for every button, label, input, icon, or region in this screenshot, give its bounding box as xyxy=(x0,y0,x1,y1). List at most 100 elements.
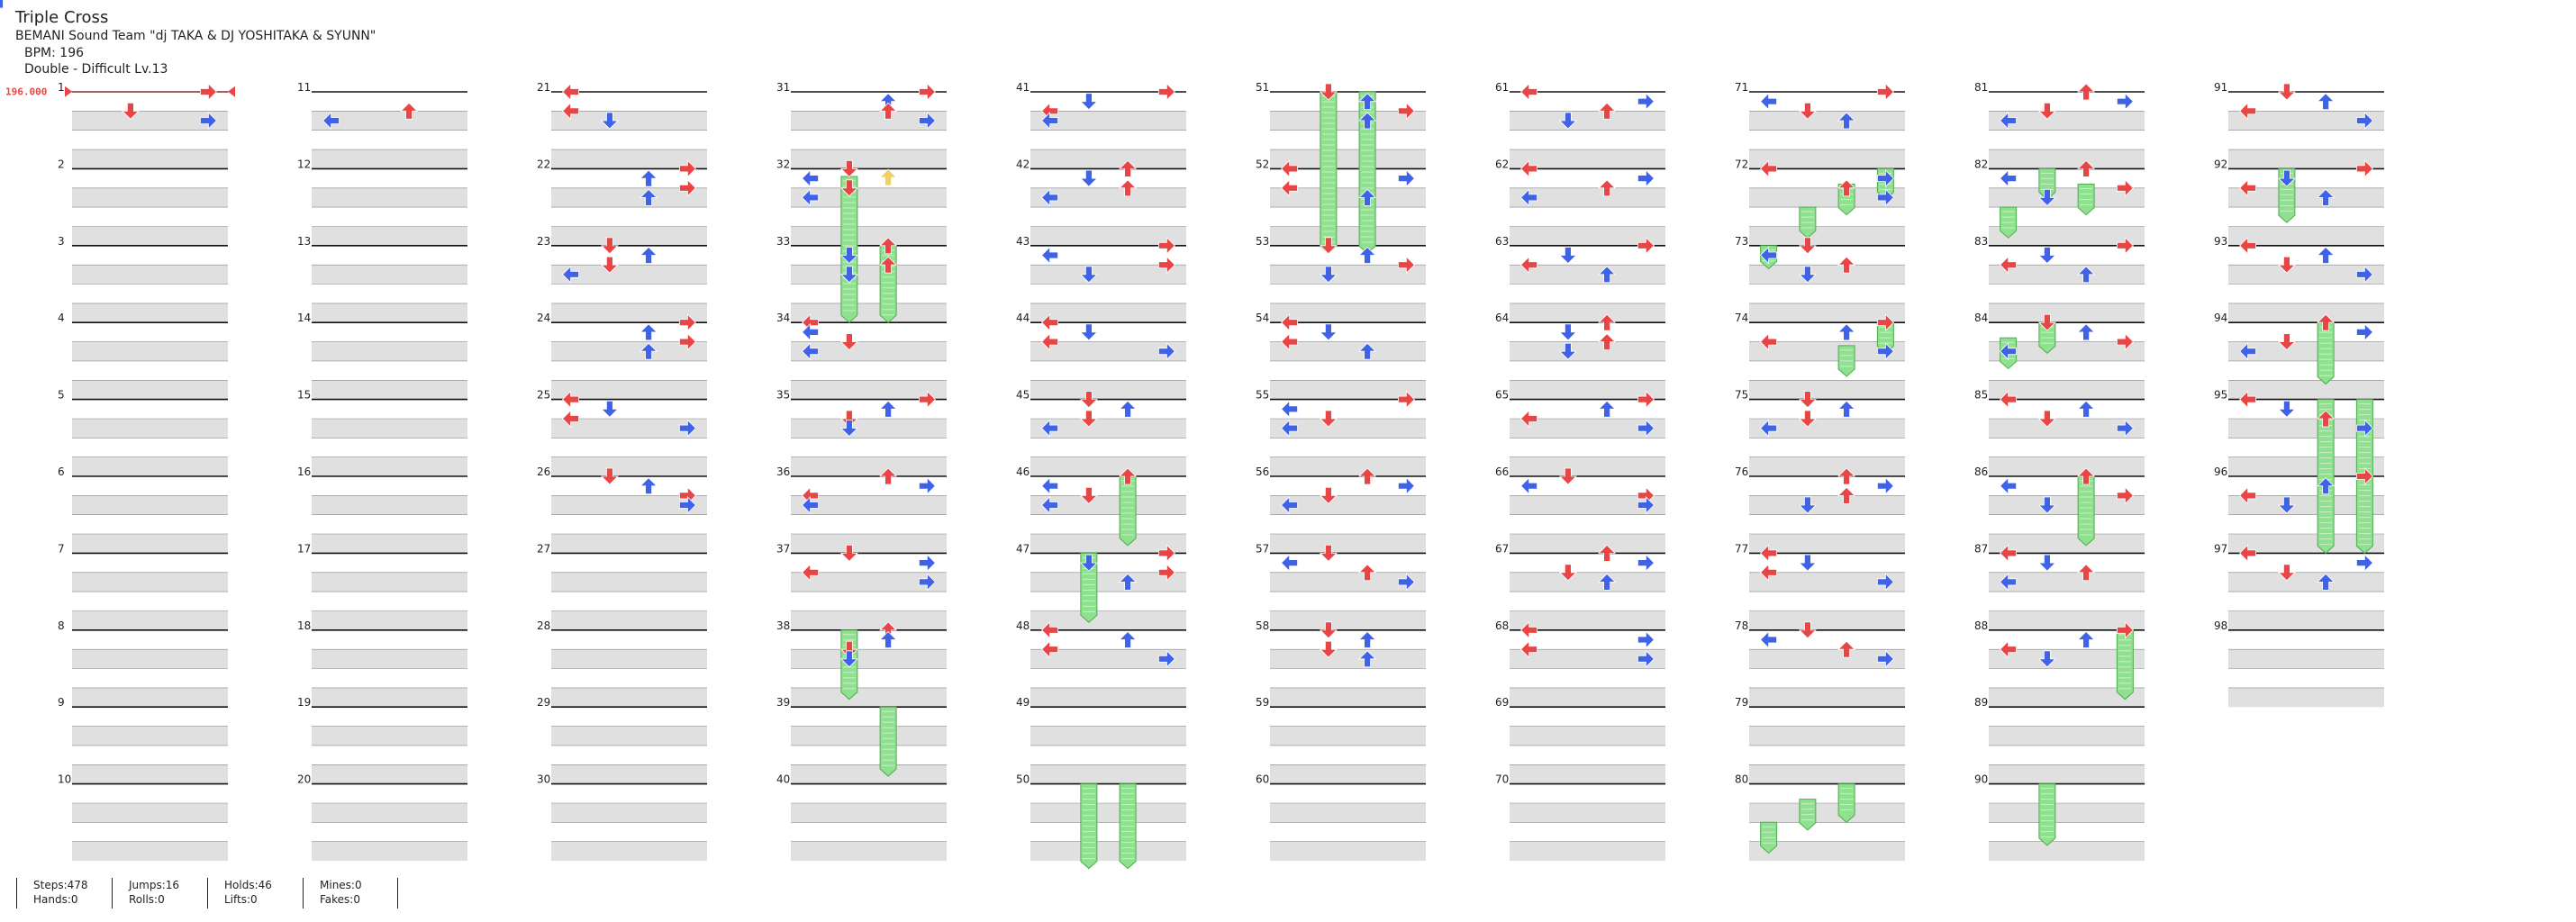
beat-band xyxy=(312,803,467,823)
step-arrow xyxy=(1358,112,1377,130)
measure-number: 74 xyxy=(1735,312,1748,324)
step-arrow xyxy=(2355,467,2373,485)
step-arrow xyxy=(1281,332,1298,351)
measure-number: 24 xyxy=(537,312,550,324)
beat-band xyxy=(1270,187,1426,208)
beat-band xyxy=(2228,111,2384,131)
step-arrow xyxy=(1041,112,1058,130)
step-arrow xyxy=(2077,266,2096,284)
hold-note xyxy=(879,706,897,777)
beat-band xyxy=(1270,649,1426,669)
step-arrow xyxy=(1158,256,1175,275)
step-arrow xyxy=(1358,342,1377,360)
beat-band xyxy=(1030,456,1186,477)
step-arrow xyxy=(2317,477,2336,495)
beat-band xyxy=(72,610,228,630)
beat-band xyxy=(1989,726,2145,746)
beat-band xyxy=(1270,841,1426,862)
beat-band xyxy=(2228,226,2384,246)
step-arrow xyxy=(1837,323,1856,341)
beat-band xyxy=(1749,687,1905,708)
step-arrow xyxy=(1358,630,1377,648)
measure-number: 10 xyxy=(58,773,71,786)
measure-number: 57 xyxy=(1256,542,1269,555)
step-arrow xyxy=(1079,554,1098,572)
step-arrow xyxy=(1558,467,1577,485)
beat-band xyxy=(791,572,947,592)
beat-band xyxy=(551,534,707,554)
step-arrow xyxy=(2317,246,2336,264)
step-arrow xyxy=(2000,342,2018,361)
step-arrow xyxy=(1358,246,1377,264)
hold-notes xyxy=(840,91,2373,870)
beat-band xyxy=(312,380,467,400)
measure-number: 5 xyxy=(58,389,65,402)
step-arrow xyxy=(1158,649,1175,668)
step-arrow xyxy=(1760,544,1777,563)
measure-number: 79 xyxy=(1735,696,1748,709)
beat-band xyxy=(1510,111,1665,131)
step-arrow xyxy=(1041,620,1058,639)
beat-band xyxy=(2228,495,2384,515)
measure-number: 85 xyxy=(1974,389,1988,402)
step-arrow xyxy=(1119,179,1138,197)
beat-band xyxy=(551,456,707,477)
beat-band xyxy=(1749,726,1905,746)
step-arrow xyxy=(1598,179,1617,197)
measure-number: 82 xyxy=(1974,158,1988,170)
beat-band xyxy=(2228,303,2384,323)
step-arrow xyxy=(1319,323,1338,341)
step-arrow xyxy=(1558,342,1577,360)
step-arrow xyxy=(1637,169,1655,188)
steps-count: Steps:478 xyxy=(33,879,88,891)
step-arrow xyxy=(1398,390,1415,409)
step-arrow xyxy=(1637,92,1655,111)
beat-band xyxy=(551,764,707,784)
beat-band xyxy=(551,149,707,169)
step-arrow xyxy=(802,496,819,514)
step-arrow xyxy=(2037,313,2056,331)
beat-band xyxy=(791,649,947,669)
step-arrow xyxy=(839,410,858,428)
step-arrow xyxy=(1876,313,1894,332)
step-arrow xyxy=(2277,400,2296,418)
beat-band xyxy=(72,187,228,208)
beat-band xyxy=(1749,265,1905,285)
beat-band xyxy=(551,610,707,630)
beat-band xyxy=(791,341,947,361)
step-arrow xyxy=(2277,496,2296,514)
step-arrow xyxy=(2277,169,2296,187)
measure-number: 59 xyxy=(1256,696,1269,709)
step-arrow xyxy=(879,400,898,418)
measure-number: 72 xyxy=(1735,158,1748,170)
step-arrow xyxy=(199,112,217,130)
measure-number: 1 xyxy=(58,81,65,94)
step-arrow xyxy=(1358,564,1377,582)
beat-band xyxy=(551,803,707,823)
beat-band xyxy=(1270,303,1426,323)
beat-band xyxy=(1510,149,1665,169)
step-arrow xyxy=(2116,419,2134,438)
beat-band xyxy=(1030,572,1186,592)
step-arrow xyxy=(2239,544,2257,563)
measure-number: 40 xyxy=(776,773,790,786)
step-arrow xyxy=(1637,496,1655,514)
stats-group-1: Steps:478 Hands:0 xyxy=(16,878,111,908)
measure-number: 83 xyxy=(1974,235,1988,248)
measure-number: 88 xyxy=(1974,619,1988,632)
step-arrow xyxy=(879,256,898,274)
step-arrow xyxy=(839,420,858,438)
beat-band xyxy=(1030,534,1186,554)
measure-number: 17 xyxy=(297,542,311,555)
beat-band xyxy=(1270,456,1426,477)
beat-band xyxy=(551,341,707,361)
step-arrow xyxy=(879,168,898,186)
measure-number: 96 xyxy=(2214,466,2227,478)
beat-band xyxy=(1030,303,1186,323)
measure-number: 69 xyxy=(1495,696,1509,709)
step-arrow xyxy=(1158,236,1175,255)
step-arrow xyxy=(1637,390,1655,409)
beat-band xyxy=(1030,764,1186,784)
measure-number: 92 xyxy=(2214,158,2227,170)
beat-band xyxy=(1989,803,2145,823)
